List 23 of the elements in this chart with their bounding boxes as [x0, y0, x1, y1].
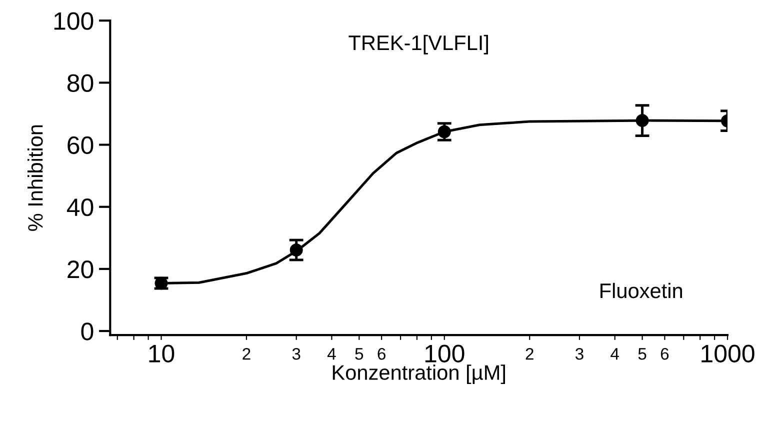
x-tick-label: 10 [149, 344, 174, 362]
text: 4 [610, 348, 619, 360]
text: 6 [378, 348, 386, 360]
text: 2 [242, 348, 250, 360]
text: 5 [638, 348, 646, 360]
x-axis-title: Konzentration [µM] [332, 364, 505, 384]
annotation: Fluoxetin [600, 282, 682, 298]
x-tick-label: 1000 [702, 344, 754, 362]
text: 6 [660, 348, 669, 360]
text: 3 [292, 348, 300, 360]
y-tick-label: 20 [68, 260, 94, 278]
y-tick-label: 100 [54, 12, 94, 30]
y-tick-label: 80 [67, 74, 94, 92]
text: 5 [355, 348, 364, 360]
y-tick-label: 0 [81, 322, 94, 340]
text: 4 [327, 348, 336, 360]
y-axis-title: % Inhibition [28, 125, 43, 231]
text: TREK-1[VLFLI] [348, 34, 488, 54]
y-tick-label: 60 [68, 136, 94, 154]
text: 3 [575, 348, 584, 360]
y-tick-label: 40 [66, 198, 94, 216]
text: 2 [526, 348, 534, 360]
x-tick-label: 100 [425, 344, 464, 362]
